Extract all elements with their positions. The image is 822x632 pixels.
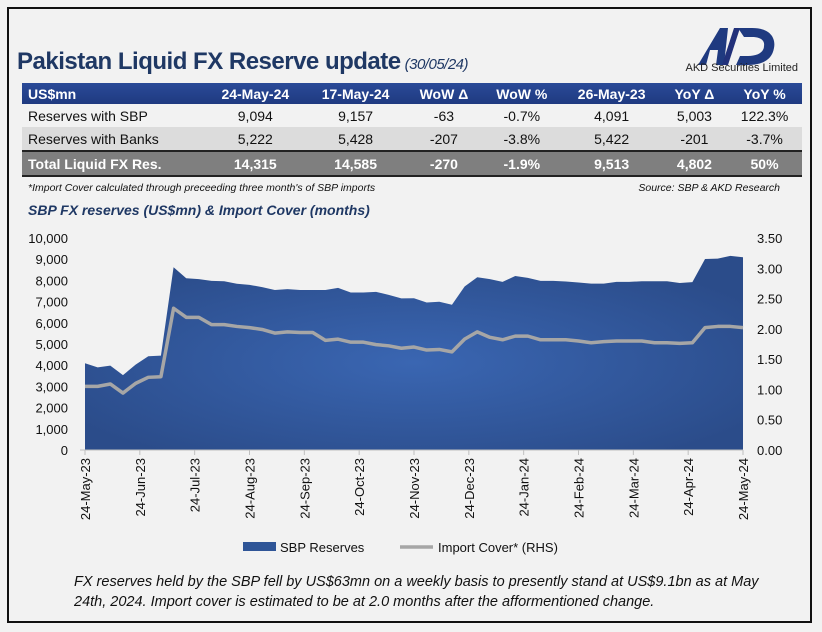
x-tick-label: 24-Jun-23	[133, 458, 148, 517]
y-right-tick-label: 2.50	[757, 292, 782, 307]
y-left-tick-label: 5,000	[35, 337, 68, 352]
chart-title: SBP FX reserves (US$mn) & Import Cover (…	[28, 202, 370, 218]
table-cell: -0.7%	[482, 104, 562, 127]
total-row: Total Liquid FX Res. 14,315 14,585 -270 -1.9…	[22, 150, 802, 177]
legend-label-sbp-reserves: SBP Reserves	[280, 540, 365, 555]
table-cell: 4,091	[561, 104, 662, 127]
x-tick-label: 24-Apr-24	[681, 458, 696, 516]
table-cell: -1.9%	[482, 150, 562, 177]
y-right-tick-label: 0.50	[757, 413, 782, 428]
x-tick-label: 24-Aug-23	[243, 458, 258, 519]
y-left-tick-label: 4,000	[35, 358, 68, 373]
col-header: WoW Δ	[405, 83, 483, 104]
table-cell: 122.3%	[727, 104, 802, 127]
y-left-tick-label: 7,000	[35, 295, 68, 310]
x-tick-label: 24-Mar-24	[626, 458, 641, 518]
report-date: (30/05/24)	[404, 56, 469, 73]
y-left-tick-label: 2,000	[35, 401, 68, 416]
source-note: Source: SBP & AKD Research	[638, 182, 780, 194]
table-cell: 50%	[727, 150, 802, 177]
table-cell: Reserves with SBP	[22, 104, 206, 127]
x-tick-label: 24-May-24	[736, 458, 751, 520]
x-tick-label: 24-May-23	[78, 458, 93, 520]
table-cell: 9,157	[305, 104, 406, 127]
table-header-row: US$mn 24-May-24 17-May-24 WoW Δ WoW % 26…	[22, 83, 802, 104]
table-cell: 9,513	[561, 150, 662, 177]
x-tick-label: 24-Feb-24	[572, 458, 587, 518]
table-cell: 5,428	[305, 127, 406, 151]
table-cell: Reserves with Banks	[22, 127, 206, 151]
table-cell: 14,585	[305, 150, 406, 177]
y-left-tick-label: 8,000	[35, 273, 68, 288]
table-cell: -3.8%	[482, 127, 562, 151]
table-cell: -63	[405, 104, 483, 127]
y-left-tick-label: 3,000	[35, 379, 68, 394]
y-right-tick-label: 1.50	[757, 352, 782, 367]
caption: FX reserves held by the SBP fell by US$6…	[74, 574, 759, 610]
table-cell: -207	[405, 127, 483, 151]
table-row: Reserves with Banks 5,222 5,428 -207 -3.8% 5,…	[22, 127, 802, 151]
y-left-tick-label: 6,000	[35, 316, 68, 331]
y-right-tick-label: 0.00	[757, 443, 782, 458]
y-right-tick-label: 3.00	[757, 261, 782, 276]
table-cell: -3.7%	[727, 127, 802, 151]
table-cell: 5,003	[661, 104, 728, 127]
x-tick-label: 24-Oct-23	[352, 458, 367, 516]
page-title: Pakistan Liquid FX Reserve update (30/05/…	[17, 48, 469, 76]
reserves-chart: 0 1,000 2,000 3,000 4,000 5,000 6,000 7,000 8,00…	[28, 231, 782, 555]
x-tick-label: 24-Sep-23	[297, 458, 312, 519]
table-cell: 5,422	[561, 127, 662, 151]
table-cell: 9,094	[205, 104, 306, 127]
y-right-tick-label: 3.50	[757, 231, 782, 246]
y-left-tick-label: 0	[61, 443, 68, 458]
logo-subtitle: AKD Securities Limited	[685, 62, 799, 74]
table-cell: -270	[405, 150, 483, 177]
akd-logo	[698, 28, 775, 65]
y-left-tick-label: 1,000	[35, 422, 68, 437]
reserves-table: US$mn 24-May-24 17-May-24 WoW Δ WoW % 26…	[22, 83, 802, 177]
col-header: YoY %	[727, 83, 802, 104]
table-cell: 14,315	[205, 150, 306, 177]
legend-swatch-sbp-reserves	[243, 542, 276, 551]
col-header: 24-May-24	[205, 83, 306, 104]
col-header: 26-May-23	[561, 83, 662, 104]
x-tick-label: 24-Nov-23	[407, 458, 422, 519]
col-header: 17-May-24	[305, 83, 406, 104]
y-left-tick-label: 9,000	[35, 252, 68, 267]
x-tick-label: 24-Jan-24	[517, 458, 532, 517]
y-left-tick-label: 10,000	[28, 231, 68, 246]
footnote: *Import Cover calculated through preceed…	[28, 182, 376, 194]
title-text: Pakistan Liquid FX Reserve update	[17, 48, 401, 75]
legend-label-import-cover: Import Cover* (RHS)	[438, 540, 558, 555]
y-right-tick-label: 2.00	[757, 322, 782, 337]
table-row: Reserves with SBP 9,094 9,157 -63 -0.7% 4,091…	[22, 104, 802, 127]
table-cell: 4,802	[661, 150, 728, 177]
x-tick-label: 24-Jul-23	[188, 458, 203, 512]
col-header: WoW %	[482, 83, 562, 104]
col-header: US$mn	[22, 83, 206, 104]
sbp-reserves-area	[85, 255, 743, 450]
x-tick-label: 24-Dec-23	[462, 458, 477, 519]
table-cell: Total Liquid FX Res.	[22, 150, 206, 177]
table-cell: -201	[661, 127, 728, 151]
table-cell: 5,222	[205, 127, 306, 151]
y-right-tick-label: 1.00	[757, 382, 782, 397]
col-header: YoY Δ	[661, 83, 728, 104]
